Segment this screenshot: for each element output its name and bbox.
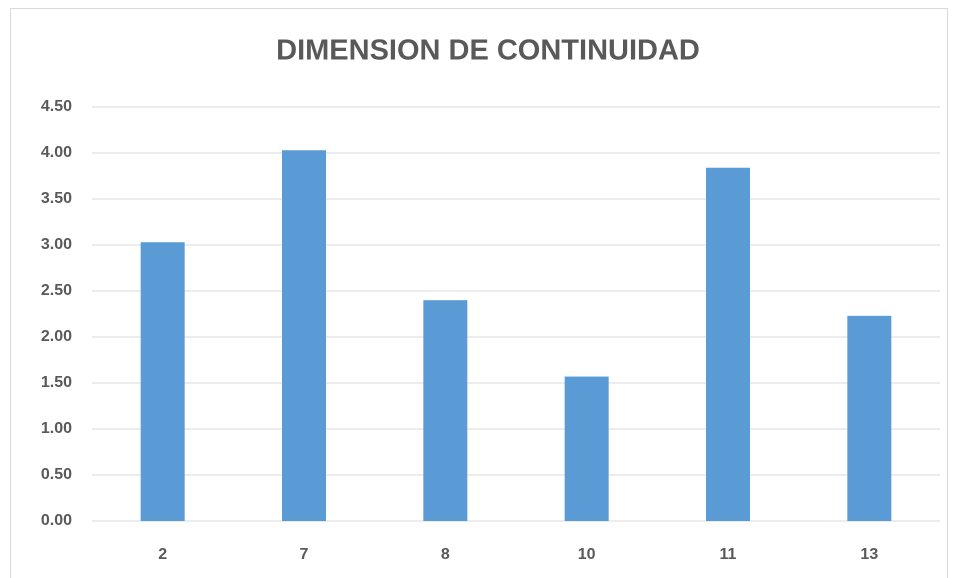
bar: [140, 242, 185, 522]
y-tick-label: 2.50: [41, 282, 72, 299]
bar: [423, 300, 468, 521]
y-tick-label: 4.00: [41, 144, 72, 161]
y-tick-label: 3.00: [41, 236, 72, 253]
bar: [706, 167, 750, 521]
x-tick-label: 11: [720, 546, 737, 563]
x-tick-label: 13: [860, 546, 878, 563]
y-tick-label: 1.00: [41, 420, 72, 437]
y-tick-label: 1.50: [41, 374, 72, 391]
y-tick-label: 3.50: [41, 190, 72, 207]
y-tick-label: 0.50: [41, 466, 72, 483]
bar: [847, 315, 892, 521]
x-tick-label: 7: [300, 546, 309, 563]
y-tick-label: 0.00: [41, 512, 72, 529]
x-tick-label: 10: [578, 546, 596, 563]
y-tick-label: 4.50: [41, 98, 72, 115]
y-tick-label: 2.00: [41, 328, 72, 345]
chart-title: DIMENSION DE CONTINUIDAD: [276, 35, 700, 67]
x-tick-label: 2: [158, 546, 167, 563]
x-tick-label: 8: [441, 546, 450, 563]
bar: [564, 376, 609, 521]
bar: [282, 150, 326, 522]
